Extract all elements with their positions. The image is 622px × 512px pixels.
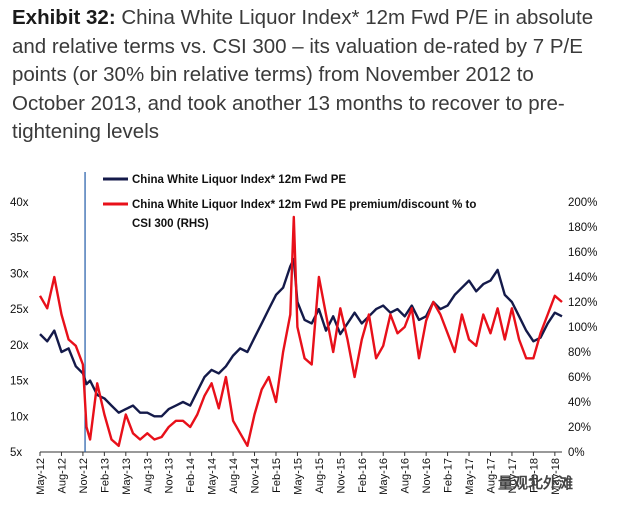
x-tick-label: Feb-14 xyxy=(185,458,197,493)
line-chart: China White Liquor Index* 12m Fwd PE Chi… xyxy=(10,172,597,495)
x-axis: May-12 Aug-12 Nov-12 Feb-13 May-13 Aug-13 Nov-… xyxy=(35,452,562,495)
left-tick-label: 35x xyxy=(10,233,29,245)
x-tick-label: Nov-16 xyxy=(421,458,433,493)
right-tick-label: 140% xyxy=(568,272,597,284)
right-tick-label: 160% xyxy=(568,247,597,259)
x-tick-label: May-15 xyxy=(292,458,304,495)
exhibit-label: Exhibit 32: xyxy=(12,6,116,29)
x-tick-label: Aug-14 xyxy=(228,458,240,493)
x-tick-label: Nov-14 xyxy=(250,458,262,493)
x-tick-label: Aug-16 xyxy=(400,458,412,493)
legend-label-premium-cont: CSI 300 (RHS) xyxy=(132,218,209,230)
x-tick-label: Nov-12 xyxy=(78,458,90,493)
left-tick-label: 10x xyxy=(10,411,29,423)
x-tick-label: Aug-12 xyxy=(56,458,68,493)
right-tick-label: 40% xyxy=(568,397,591,409)
x-tick-label: Aug-15 xyxy=(314,458,326,493)
right-tick-label: 100% xyxy=(568,322,597,334)
watermark-text: 量观北外滩 xyxy=(498,475,574,492)
right-tick-label: 180% xyxy=(568,222,597,234)
x-tick-label: May-17 xyxy=(464,458,476,495)
legend-label-premium: China White Liquor Index* 12m Fwd PE pre… xyxy=(132,199,476,211)
x-tick-label: Aug-13 xyxy=(142,458,154,493)
exhibit-title: Exhibit 32: China White Liquor Index* 12… xyxy=(12,4,610,147)
left-tick-label: 40x xyxy=(10,197,29,209)
exhibit-title-text: China White Liquor Index* 12m Fwd P/E in… xyxy=(12,6,594,143)
right-tick-label: 120% xyxy=(568,297,597,309)
x-tick-label: May-18 xyxy=(550,458,562,495)
right-axis: 200% 180% 160% 140% 120% 100% 80% 60% 40% 20% 0% xyxy=(568,197,597,459)
right-tick-label: 60% xyxy=(568,372,591,384)
x-tick-label: Aug-17 xyxy=(485,458,497,493)
x-tick-label: Feb-13 xyxy=(99,458,111,493)
x-tick-label: Feb-18 xyxy=(528,458,540,493)
x-tick-label: Nov-13 xyxy=(164,458,176,493)
left-tick-label: 30x xyxy=(10,268,29,280)
right-tick-label: 20% xyxy=(568,422,591,434)
left-tick-label: 15x xyxy=(10,376,29,388)
legend-label-pe: China White Liquor Index* 12m Fwd PE xyxy=(132,174,346,186)
x-tick-label: May-13 xyxy=(121,458,133,495)
x-tick-label: Nov-15 xyxy=(335,458,347,493)
left-axis: 40x 35x 30x 25x 20x 15x 10x 5x xyxy=(10,197,29,459)
x-tick-label: May-16 xyxy=(378,458,390,495)
chart-legend: China White Liquor Index* 12m Fwd PE Chi… xyxy=(103,174,476,230)
x-tick-label: Feb-15 xyxy=(271,458,283,493)
left-tick-label: 25x xyxy=(10,304,29,316)
right-tick-label: 0% xyxy=(568,447,585,459)
right-tick-label: 80% xyxy=(568,347,591,359)
series-line-premium xyxy=(38,215,563,447)
x-tick-label: May-14 xyxy=(207,458,219,495)
left-tick-label: 20x xyxy=(10,340,29,352)
x-tick-label: Feb-16 xyxy=(357,458,369,493)
right-tick-label: 200% xyxy=(568,197,597,209)
x-tick-label: Nov-17 xyxy=(507,458,519,493)
x-tick-label: May-12 xyxy=(35,458,47,495)
left-tick-label: 5x xyxy=(10,447,22,459)
x-tick-label: Feb-17 xyxy=(443,458,455,493)
